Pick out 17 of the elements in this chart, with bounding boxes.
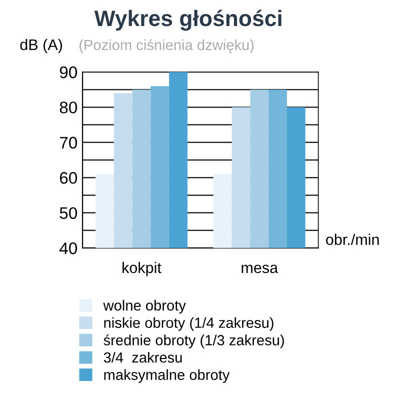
legend-label: wolne obroty <box>103 300 186 314</box>
legend-label: 3/4 zakresu <box>104 352 182 363</box>
legend-label: średnie obroty (1/3 zakresu) <box>104 334 284 348</box>
x-axis-title: obr./min <box>326 234 379 245</box>
legend-label: maksymalne obroty <box>104 369 230 383</box>
legend-label: niskie obroty (1/4 zakresu) <box>104 317 274 331</box>
y-tick-label: 40 <box>60 242 78 254</box>
y-tick-label: 90 <box>60 66 78 78</box>
y-tick-label: 50 <box>60 207 78 220</box>
y-tick-label: 80 <box>60 102 78 114</box>
y-tick-label: 60 <box>60 172 78 184</box>
chart-title: Wykres głośności <box>94 10 282 31</box>
y-axis-title: dB (A) <box>20 38 62 54</box>
chart-subtitle: (Poziom ciśnienia dzwięku) <box>80 39 254 54</box>
x-tick-label: mesa <box>242 264 278 274</box>
x-tick-label: kokpit <box>122 262 162 276</box>
y-tick-label: 70 <box>60 136 78 149</box>
